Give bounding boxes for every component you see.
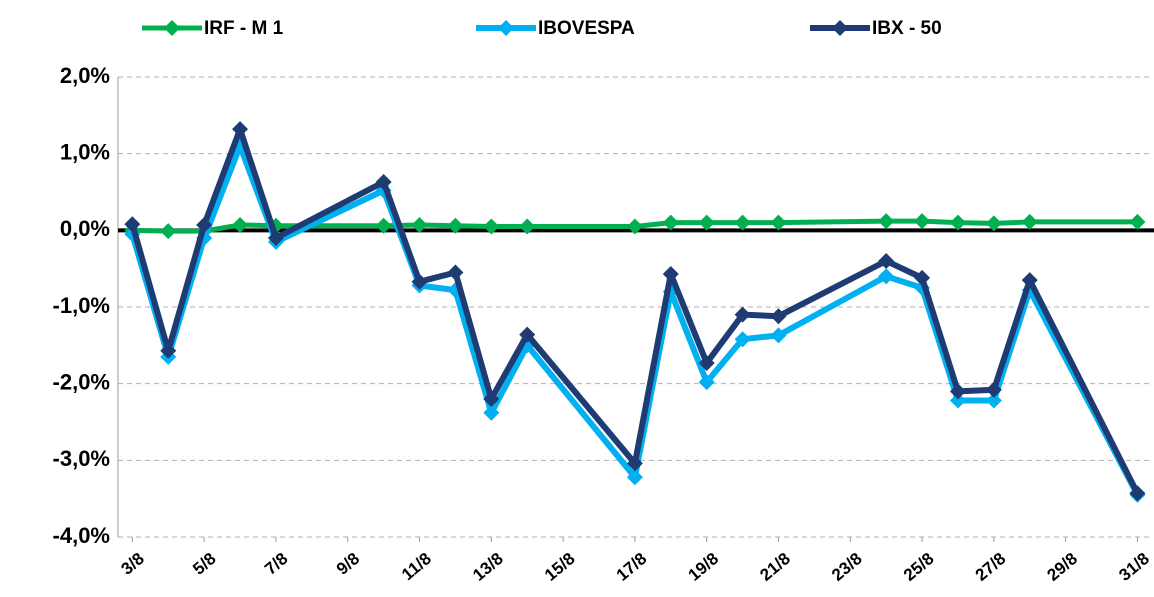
point-marker <box>124 216 141 233</box>
point-marker <box>878 268 895 285</box>
legend-label: IBX - 50 <box>872 18 942 39</box>
point-marker <box>1021 272 1038 289</box>
point-marker <box>949 392 966 409</box>
point-marker <box>1021 213 1038 230</box>
point-marker <box>447 264 464 281</box>
point-marker <box>483 218 500 235</box>
point-marker <box>770 327 787 344</box>
point-marker <box>914 213 931 230</box>
x-tick-label: 15/8 <box>541 549 579 585</box>
point-marker <box>626 218 643 235</box>
point-marker <box>411 273 428 290</box>
y-tick-label: -3,0% <box>53 446 110 471</box>
point-marker <box>698 214 715 231</box>
y-tick-label: 0,0% <box>60 216 110 241</box>
point-marker <box>698 354 715 371</box>
x-tick-label: 31/8 <box>1115 549 1153 585</box>
legend-marker <box>498 20 514 36</box>
point-marker <box>734 331 751 348</box>
point-marker <box>375 174 392 191</box>
point-marker <box>878 213 895 230</box>
x-tick-label: 23/8 <box>828 549 866 585</box>
point-marker <box>519 218 536 235</box>
point-marker <box>770 214 787 231</box>
point-marker <box>914 269 931 286</box>
series-line <box>129 126 1141 495</box>
point-marker <box>267 230 284 246</box>
x-tick-label: 9/8 <box>333 549 363 579</box>
x-tick-label: 17/8 <box>613 549 651 585</box>
point-marker <box>196 216 213 233</box>
point-marker <box>734 214 751 231</box>
point-marker <box>698 374 715 391</box>
point-marker <box>626 469 643 486</box>
point-marker <box>160 223 177 240</box>
x-tick-label: 27/8 <box>972 549 1010 585</box>
x-tick-label: 5/8 <box>189 549 219 579</box>
point-marker <box>411 216 428 233</box>
series-line <box>129 143 1141 497</box>
y-tick-label: 2,0% <box>60 63 110 88</box>
point-marker <box>949 383 966 400</box>
point-marker <box>375 217 392 234</box>
point-marker <box>1129 213 1146 230</box>
point-marker <box>985 381 1002 398</box>
y-tick-label: -2,0% <box>53 369 110 394</box>
x-tick-label: 25/8 <box>900 549 938 585</box>
point-marker <box>232 216 249 233</box>
legend-label: IRF - M 1 <box>204 18 284 39</box>
point-marker <box>483 391 500 407</box>
point-marker <box>483 404 500 421</box>
point-marker <box>949 214 966 231</box>
point-marker <box>447 217 464 234</box>
y-tick-label: 1,0% <box>60 139 110 164</box>
x-tick-label: 3/8 <box>117 549 147 579</box>
point-marker <box>878 253 895 269</box>
x-tick-label: 11/8 <box>398 549 435 584</box>
legend-marker <box>164 20 180 36</box>
x-tick-label: 13/8 <box>469 549 507 585</box>
point-marker <box>626 455 643 472</box>
x-tick-label: 19/8 <box>685 549 723 585</box>
point-marker <box>160 342 177 359</box>
point-marker <box>662 214 679 231</box>
point-marker <box>734 306 751 323</box>
x-tick-label: 29/8 <box>1044 549 1082 585</box>
x-tick-label: 7/8 <box>261 549 291 579</box>
point-marker <box>519 326 536 343</box>
point-marker <box>985 215 1002 232</box>
y-tick-label: -1,0% <box>53 293 110 318</box>
point-marker <box>1129 485 1146 502</box>
legend-label: IBOVESPA <box>538 18 635 39</box>
point-marker <box>662 266 679 283</box>
point-marker <box>232 121 249 138</box>
legend-marker <box>832 20 848 36</box>
point-marker <box>985 392 1002 409</box>
x-tick-label: 21/8 <box>756 549 794 585</box>
point-marker <box>770 308 787 325</box>
y-tick-label: -4,0% <box>53 523 110 548</box>
